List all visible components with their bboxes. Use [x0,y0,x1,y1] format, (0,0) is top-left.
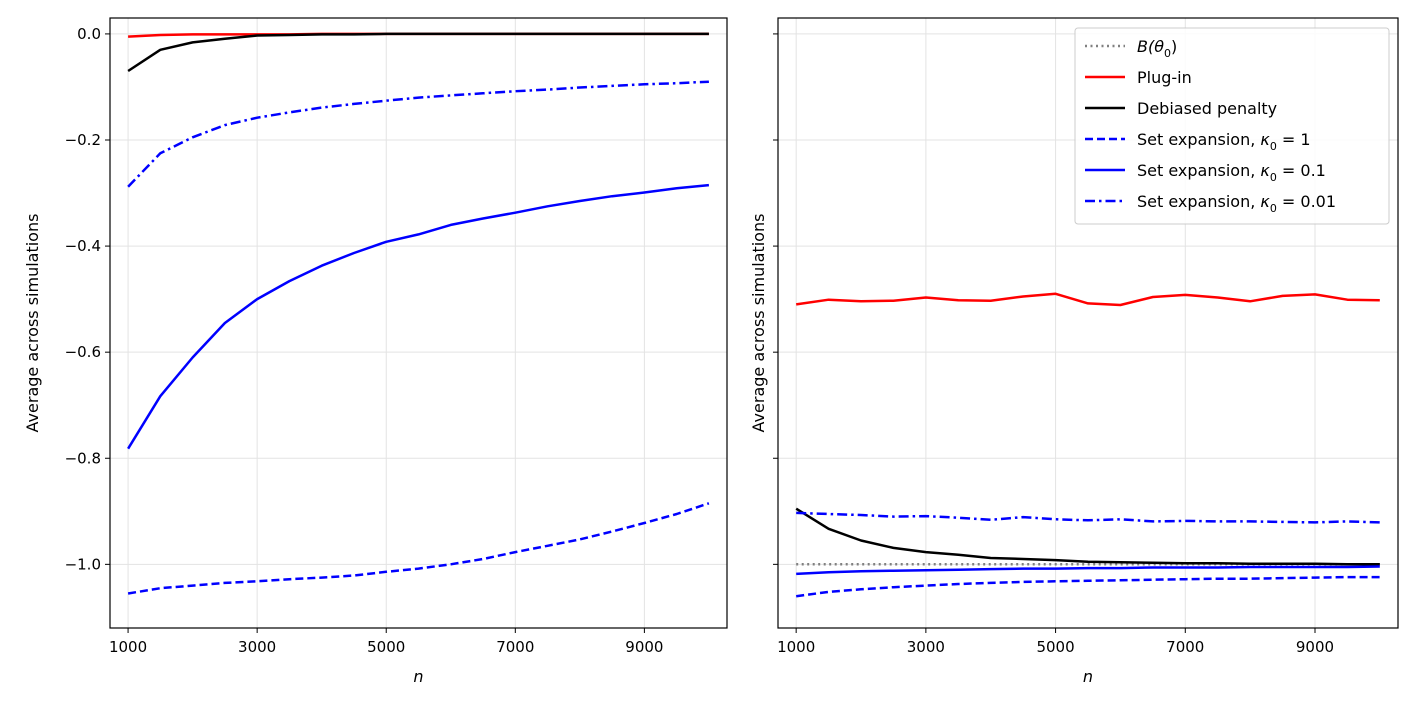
legend-label-k001: Set expansion, κ0 = 0.01 [1137,192,1336,215]
y-tick-label: 0.0 [77,25,101,43]
x-tick-label: 9000 [625,638,663,656]
series-line-k01 [127,183,710,450]
y-tick-label: −0.8 [65,449,101,467]
y-axis-label: Average across simulations [23,214,42,433]
y-tick-label: −0.2 [65,131,101,149]
legend-label-k01: Set expansion, κ0 = 0.1 [1137,161,1326,184]
legend-label-k1: Set expansion, κ0 = 1 [1137,130,1311,153]
axes-frame [109,17,728,629]
series-line-k01 [796,565,1380,576]
x-tick-label: 7000 [496,638,534,656]
legend-label-debiased: Debiased penalty [1137,99,1277,118]
x-tick-label: 1000 [777,638,815,656]
y-tick-label: −0.4 [65,237,101,255]
legend-label-plugin: Plug-in [1137,68,1192,87]
series-line-debiased [127,32,709,73]
left-plot-panel: 1000 3000 5000 7000 9000 0.0 −0.2 −0.4 −0.6 −0.8 −… [23,17,728,686]
legend-box [1074,27,1390,225]
y-tick-label: −0.6 [65,343,101,361]
x-tick-label: 3000 [238,638,276,656]
series-line-debiased [795,507,1380,566]
x-tick-label: 9000 [1296,638,1334,656]
y-axis-label: Average across simulations [749,214,768,433]
legend-label-btheta: B(θ0) [1137,37,1177,60]
x-axis-label: n [1083,667,1093,686]
x-tick-label: 5000 [1036,638,1074,656]
x-tick-label: 3000 [907,638,945,656]
series-line-k1 [796,575,1380,598]
x-tick-label: 1000 [109,638,147,656]
axes-frame [777,17,1399,629]
series-line-k001 [127,80,709,188]
x-axis-label: n [413,667,423,686]
y-tick-label: −1.0 [65,555,101,573]
series-line-plugin [796,292,1380,307]
series-line-k1 [127,502,710,595]
legend: B(θ0) Plug-in Debiased penalty Set expansio… [1074,27,1390,225]
series-group [795,292,1380,598]
right-plot-panel: 1000 3000 5000 7000 9000 n Average across simu… [749,17,1399,686]
series-group [127,32,710,595]
series-line-k001 [796,511,1380,524]
gridlines [110,18,727,628]
x-tick-label: 5000 [367,638,405,656]
x-tick-label: 7000 [1166,638,1204,656]
